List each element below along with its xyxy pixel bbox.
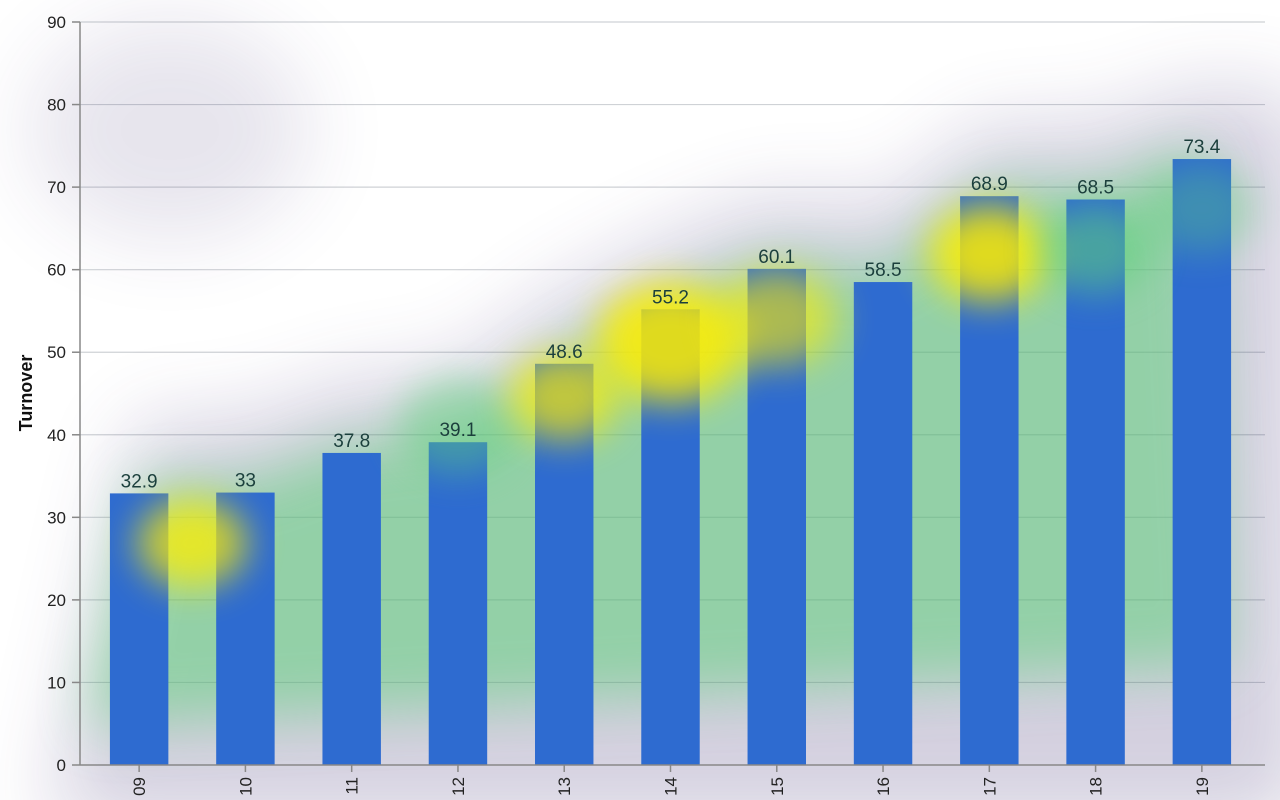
data-label: 37.8	[333, 431, 370, 452]
axes	[79, 22, 1265, 766]
heat-hotspot	[929, 205, 1050, 302]
x-tick-label: 17	[980, 777, 999, 796]
haze-region	[30, 20, 310, 240]
data-label: 60.1	[758, 247, 795, 268]
x-tick-label: 18	[1087, 777, 1106, 796]
heat-hotspot	[137, 498, 248, 587]
bar-11	[322, 452, 381, 765]
y-tick-label: 80	[47, 96, 66, 115]
x-tick-label: 12	[449, 777, 468, 796]
data-labels: 32.9 33 37.8 39.1 48.6 55.2 60.1 58.5 68.9 68.5 73…	[121, 137, 1221, 492]
bar-18	[1066, 199, 1125, 765]
heat-hotspot	[716, 270, 837, 367]
heat-hotspot	[1040, 205, 1151, 294]
x-axis-ticks: 09 10 11 12 13 14 15 16 17 18 19	[130, 765, 1212, 796]
x-tick-label: 13	[555, 777, 574, 796]
bar-12	[428, 442, 488, 765]
data-label: 68.9	[971, 174, 1008, 195]
heat-hotspot	[397, 377, 518, 474]
x-tick-label: 09	[130, 777, 149, 796]
data-label: 33	[235, 471, 256, 492]
data-label: 58.5	[865, 260, 902, 281]
x-tick-label: 16	[874, 777, 893, 796]
y-axis-title: Turnover	[16, 355, 36, 432]
y-tick-label: 60	[47, 261, 66, 280]
heat-hotspot	[595, 282, 746, 403]
y-tick-label: 50	[47, 343, 66, 362]
data-label: 48.6	[546, 342, 583, 363]
bar-19	[1172, 159, 1232, 765]
y-tick-label: 40	[47, 426, 66, 445]
data-label: 73.4	[1183, 137, 1220, 158]
x-tick-label: 10	[236, 777, 255, 796]
y-tick-label: 30	[47, 508, 66, 527]
y-tick-label: 90	[47, 13, 66, 32]
y-tick-label: 70	[47, 178, 66, 197]
attention-heatmap-overlay	[137, 164, 1257, 587]
x-tick-label: 19	[1193, 777, 1212, 796]
data-label: 55.2	[652, 287, 689, 308]
x-tick-label: 14	[662, 777, 681, 796]
data-label: 68.5	[1077, 177, 1114, 198]
x-tick-label: 15	[768, 777, 787, 796]
data-label: 32.9	[121, 471, 158, 492]
y-tick-label: 10	[47, 673, 66, 692]
data-label: 39.1	[439, 420, 476, 441]
heat-hotspot	[1146, 164, 1257, 253]
bar-16	[853, 282, 913, 765]
y-axis-ticks: 0 10 20 30 40 50 60 70 80 90	[47, 13, 80, 775]
x-tick-label: 11	[343, 777, 362, 795]
y-tick-label: 0	[57, 756, 66, 775]
y-tick-label: 20	[47, 591, 66, 610]
heat-hotspot	[509, 352, 620, 441]
